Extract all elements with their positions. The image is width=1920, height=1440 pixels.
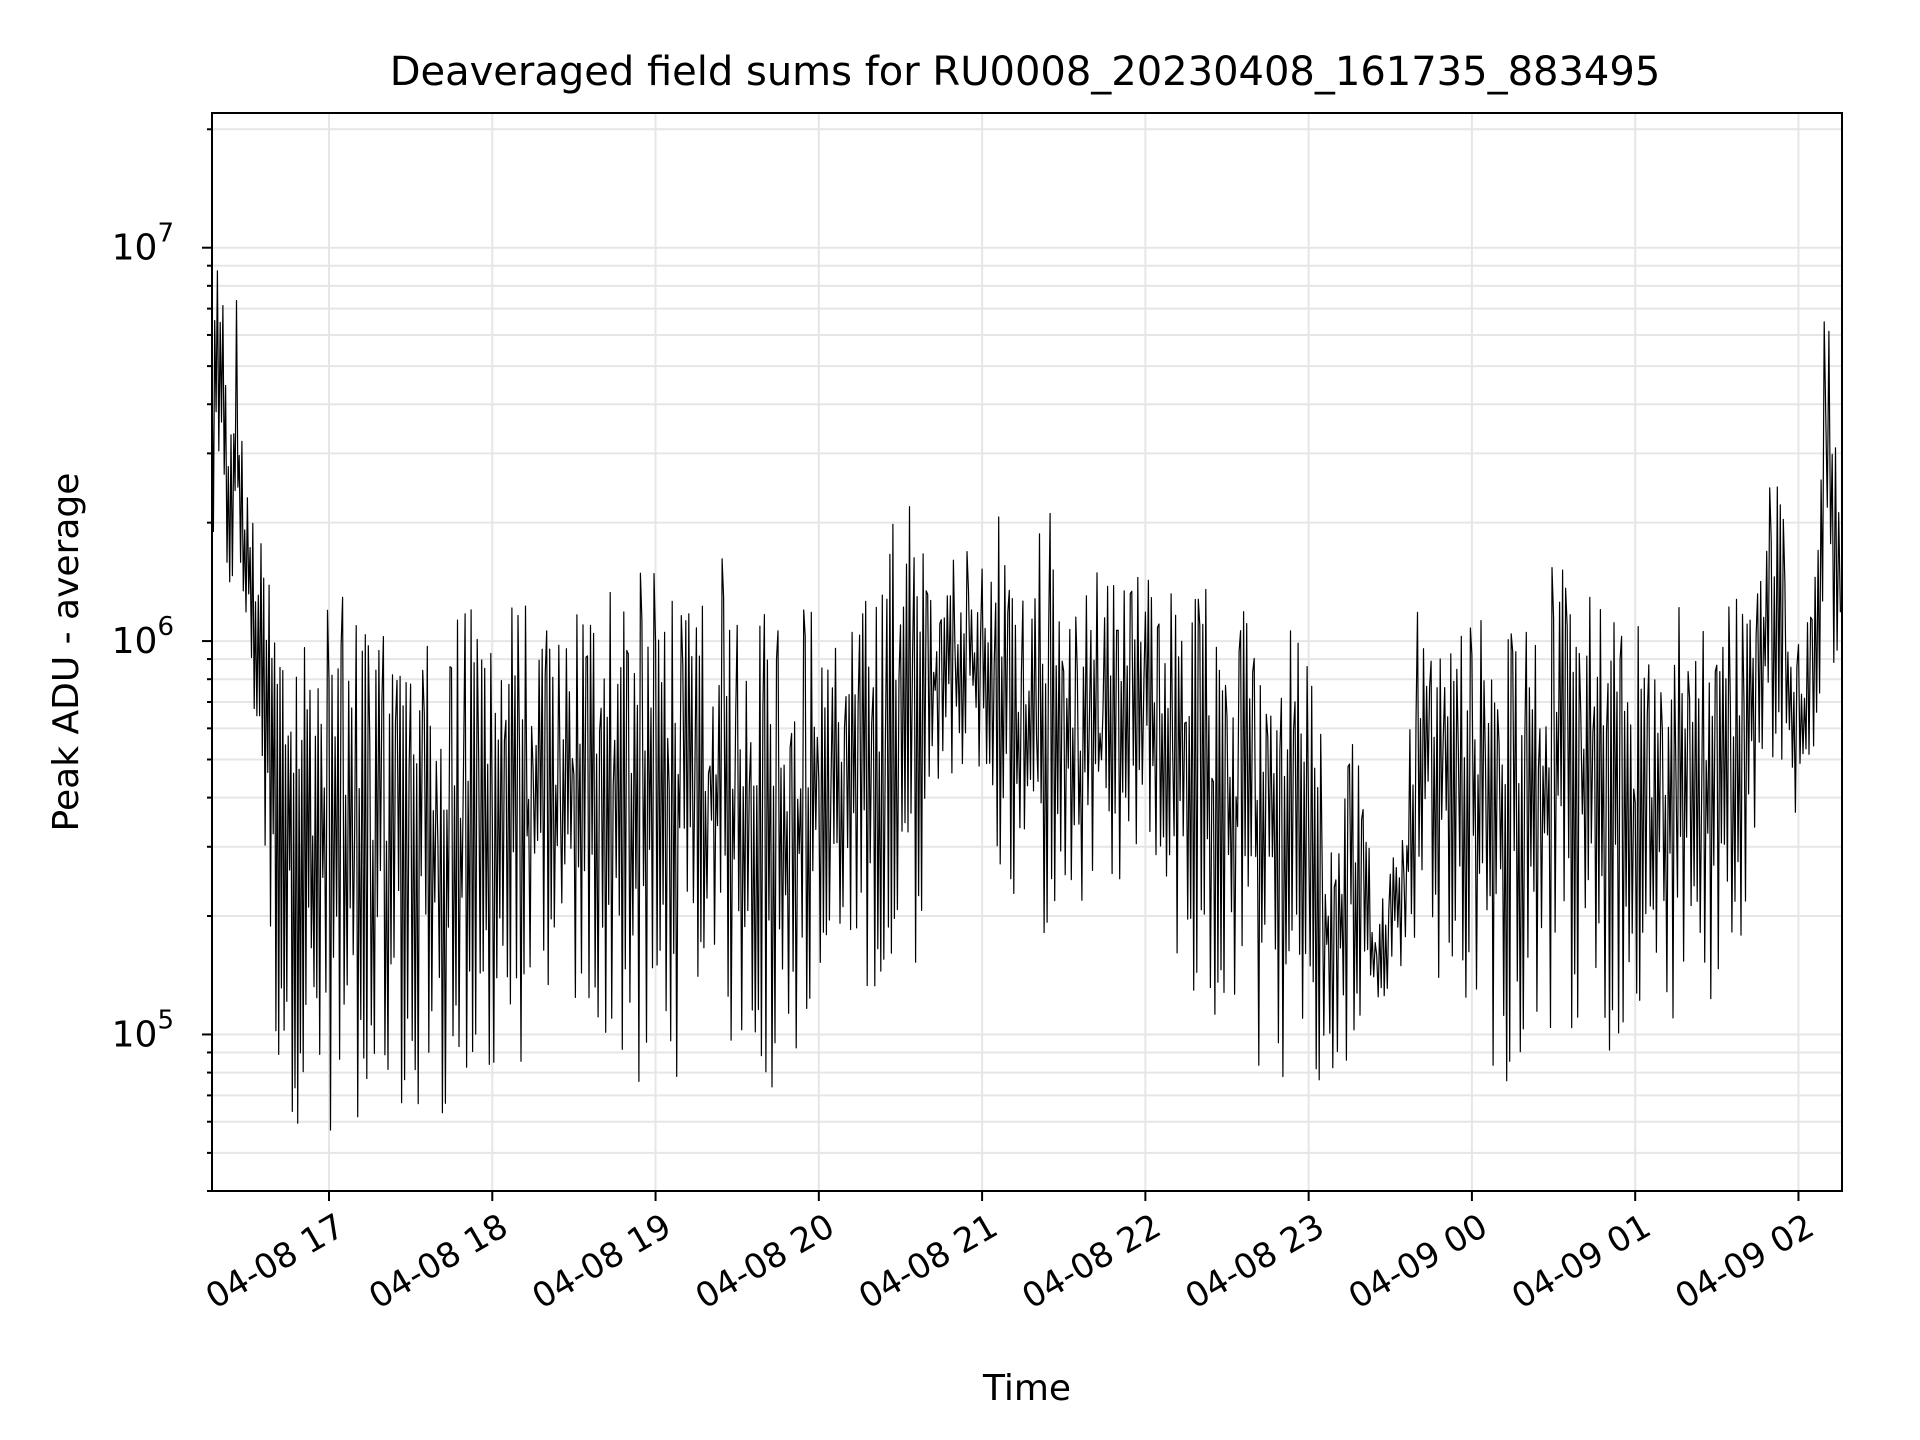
y-tick-label: 106 [112,612,174,662]
grid-lines [212,113,1842,1192]
x-tick-label: 04-08 18 [362,1206,514,1317]
x-tick-label: 04-08 22 [1015,1206,1167,1317]
x-axis-ticks: 04-08 17 04-08 18 04-08 19 04-08 20 04-08 21… [199,1191,1821,1317]
y-axis-ticks: 105 106 107 [112,128,212,1192]
x-tick-label: 04-08 17 [199,1206,351,1317]
x-tick-label: 04-09 01 [1505,1206,1657,1317]
chart-title: Deaveraged field sums for RU0008_2023040… [390,49,1661,95]
x-tick-label: 04-08 19 [526,1206,678,1317]
x-tick-label: 04-08 23 [1179,1206,1331,1317]
series-path [211,270,1841,1131]
x-axis-label: Time [982,1368,1071,1409]
y-axis-label: Peak ADU - average [46,473,87,832]
y-tick-label: 107 [112,219,174,269]
series-line [211,270,1841,1131]
y-tick-label: 105 [112,1005,174,1055]
x-tick-label: 04-08 20 [689,1206,841,1317]
x-tick-label: 04-09 00 [1342,1206,1494,1317]
plot-area-frame [211,112,1843,1192]
x-tick-label: 04-08 21 [852,1206,1004,1317]
x-tick-label: 04-09 02 [1669,1206,1821,1317]
